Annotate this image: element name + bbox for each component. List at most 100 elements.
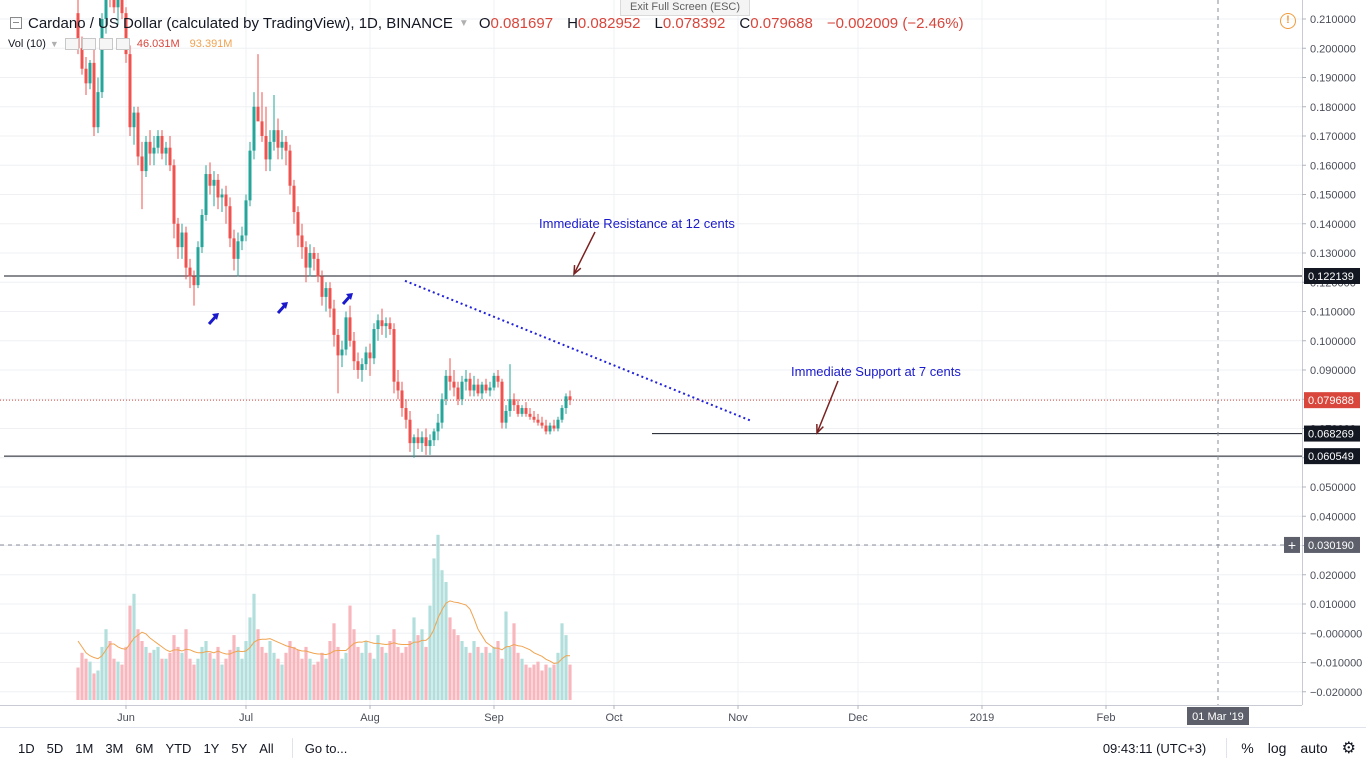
volume-bar xyxy=(292,646,296,700)
chevron-down-icon[interactable]: ▼ xyxy=(458,17,469,29)
arrow-head xyxy=(573,264,582,276)
volume-bar xyxy=(180,652,184,700)
volume-bar xyxy=(164,658,168,700)
price-badge-label: 0.068269 xyxy=(1308,429,1354,441)
candle xyxy=(556,416,560,432)
volume-bar xyxy=(236,646,240,700)
range-5d[interactable]: 5D xyxy=(46,740,64,756)
candle xyxy=(312,247,316,271)
range-6m[interactable]: 6M xyxy=(135,740,154,756)
volume-bar xyxy=(408,641,412,700)
goto-date-button[interactable]: Go to... xyxy=(304,740,348,756)
symbol-title[interactable]: Cardano / US Dollar (calculated by Tradi… xyxy=(28,14,453,32)
range-3m[interactable]: 3M xyxy=(105,740,124,756)
candle xyxy=(156,130,160,154)
volume-bar xyxy=(424,646,428,700)
arrow-shaft xyxy=(816,380,839,434)
candle-body xyxy=(188,267,192,277)
candle xyxy=(528,408,532,420)
candle-body xyxy=(492,375,496,388)
volume-bar xyxy=(480,652,484,700)
volume-bar xyxy=(188,658,192,700)
candle-body xyxy=(184,232,188,268)
range-all[interactable]: All xyxy=(259,740,274,756)
candle-body xyxy=(208,174,212,186)
descending-trendline xyxy=(404,279,753,423)
price-badge-bg xyxy=(1304,448,1360,465)
percent-scale-toggle[interactable]: % xyxy=(1241,740,1254,756)
candle xyxy=(420,431,424,452)
crosshair-time-badge: 01 Mar '19 xyxy=(1187,707,1249,725)
volume-bar xyxy=(272,652,276,700)
chevron-down-icon[interactable]: ▼ xyxy=(49,39,59,49)
exit-fullscreen-button[interactable]: Exit Full Screen (ESC) xyxy=(620,0,750,16)
candle-body xyxy=(176,223,180,248)
volume-bar xyxy=(440,570,444,700)
candle xyxy=(232,229,236,271)
candle-body xyxy=(232,238,236,259)
volume-ma-value: 93.391M xyxy=(189,38,233,50)
candle xyxy=(492,372,496,391)
volume-ma-path xyxy=(77,600,570,664)
volume-bar xyxy=(568,664,572,700)
volume-bar xyxy=(244,641,248,700)
auto-scale-toggle[interactable]: auto xyxy=(1300,740,1328,756)
price-badge-bg xyxy=(1304,425,1360,442)
volume-bar xyxy=(312,664,316,700)
current-price-badge: 0.079688 xyxy=(1304,392,1360,409)
volume-bar xyxy=(552,664,556,700)
price-badge-label: 0.079688 xyxy=(1308,395,1354,407)
price-tick-label: 0.010000 xyxy=(1310,599,1356,611)
candle xyxy=(516,399,520,417)
volume-bar xyxy=(204,641,208,700)
candle xyxy=(424,428,428,455)
gear-icon[interactable]: ⚙ xyxy=(1341,740,1356,757)
resistance-annotation: Immediate Resistance at 12 cents xyxy=(539,216,735,231)
candle xyxy=(216,174,220,210)
eye-icon[interactable] xyxy=(64,38,79,50)
collapse-icon[interactable] xyxy=(10,17,22,29)
candle-body xyxy=(384,323,388,327)
log-scale-toggle[interactable]: log xyxy=(1267,740,1287,756)
volume-bar xyxy=(116,661,120,700)
volume-bar xyxy=(516,652,520,700)
range-5y[interactable]: 5Y xyxy=(231,740,248,756)
volume-label[interactable]: Vol (10) xyxy=(8,38,46,50)
more-icon[interactable] xyxy=(115,38,130,50)
close-icon[interactable] xyxy=(98,38,113,50)
candle-body xyxy=(264,136,268,160)
volume-bar xyxy=(488,652,492,700)
arrow-shaft xyxy=(573,231,596,275)
price-badge-bg xyxy=(1304,392,1360,409)
candle xyxy=(276,118,280,160)
ohlc-low: L0.078392 xyxy=(654,14,726,32)
candle-body xyxy=(416,437,420,444)
price-axis-bg xyxy=(1302,0,1366,705)
range-1d[interactable]: 1D xyxy=(18,740,35,756)
volume-bar xyxy=(548,667,552,700)
range-1m[interactable]: 1M xyxy=(75,740,94,756)
time-tick-label: Nov xyxy=(728,712,748,724)
volume-bar xyxy=(228,649,232,700)
candle xyxy=(364,346,368,370)
price-levels xyxy=(0,0,1302,705)
range-ytd[interactable]: YTD xyxy=(165,740,192,756)
candle-body xyxy=(540,422,544,426)
time-tick-label: Aug xyxy=(360,712,380,724)
candle-body xyxy=(396,381,400,391)
volume-bar xyxy=(184,629,188,700)
candle xyxy=(104,0,108,34)
candle-body xyxy=(380,320,384,327)
settings-icon[interactable] xyxy=(81,38,96,50)
candle-body xyxy=(460,381,464,400)
candle xyxy=(236,232,240,277)
candle xyxy=(264,106,268,172)
candle xyxy=(392,323,396,394)
clock-time[interactable]: 09:43:11 (UTC+3) xyxy=(1102,740,1207,756)
range-1y[interactable]: 1Y xyxy=(203,740,220,756)
candle-body xyxy=(544,425,548,432)
alert-icon[interactable]: ! xyxy=(1280,13,1296,29)
candle-body xyxy=(304,247,308,268)
price-tick-label: −0.020000 xyxy=(1310,687,1362,699)
